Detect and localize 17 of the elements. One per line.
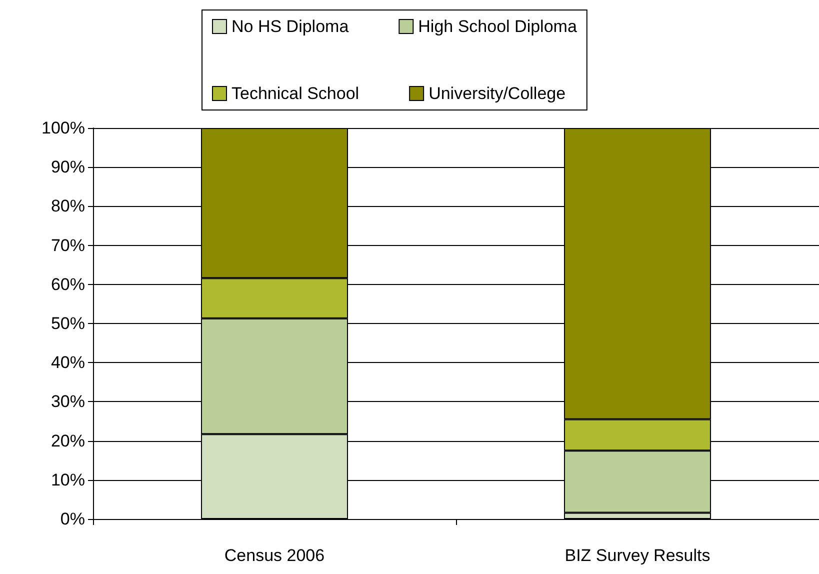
legend-label: Technical School: [232, 84, 360, 103]
y-tick-label: 50%: [50, 314, 85, 333]
y-tick-label: 90%: [50, 158, 85, 177]
y-tick-label: 0%: [60, 510, 85, 528]
legend-label: High School Diploma: [418, 17, 578, 36]
legend-label: No HS Diploma: [232, 17, 350, 36]
x-tick-label: Census 2006: [224, 546, 325, 565]
legend-label: University/College: [428, 84, 566, 103]
y-tick-label: 70%: [50, 236, 85, 255]
y-tick-label: 10%: [50, 470, 85, 490]
y-tick-label: 100%: [42, 118, 85, 138]
y-tick-label: 30%: [50, 392, 85, 412]
x-tick-label: BIZ Survey Results: [564, 546, 710, 565]
y-tick-label: 20%: [50, 431, 85, 450]
y-tick-label: 80%: [50, 196, 85, 216]
y-tick-label: 40%: [50, 353, 85, 372]
y-tick-label: 60%: [50, 274, 85, 294]
